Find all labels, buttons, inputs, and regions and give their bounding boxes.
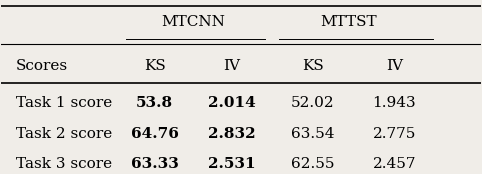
Text: MTCNN: MTCNN <box>161 15 225 29</box>
Text: 2.832: 2.832 <box>208 127 255 141</box>
Text: 52.02: 52.02 <box>291 96 335 110</box>
Text: KS: KS <box>302 59 324 73</box>
Text: 64.76: 64.76 <box>131 127 179 141</box>
Text: 63.33: 63.33 <box>131 157 179 171</box>
Text: 2.775: 2.775 <box>373 127 416 141</box>
Text: Scores: Scores <box>16 59 68 73</box>
Text: KS: KS <box>144 59 166 73</box>
Text: 2.457: 2.457 <box>373 157 416 171</box>
Text: 2.531: 2.531 <box>208 157 255 171</box>
Text: 2.014: 2.014 <box>208 96 255 110</box>
Text: IV: IV <box>223 59 240 73</box>
Text: 62.55: 62.55 <box>291 157 335 171</box>
Text: 53.8: 53.8 <box>136 96 174 110</box>
Text: Task 1 score: Task 1 score <box>16 96 112 110</box>
Text: IV: IV <box>386 59 403 73</box>
Text: Task 2 score: Task 2 score <box>16 127 112 141</box>
Text: Task 3 score: Task 3 score <box>16 157 112 171</box>
Text: 1.943: 1.943 <box>373 96 416 110</box>
Text: 63.54: 63.54 <box>291 127 335 141</box>
Text: MTTST: MTTST <box>321 15 377 29</box>
